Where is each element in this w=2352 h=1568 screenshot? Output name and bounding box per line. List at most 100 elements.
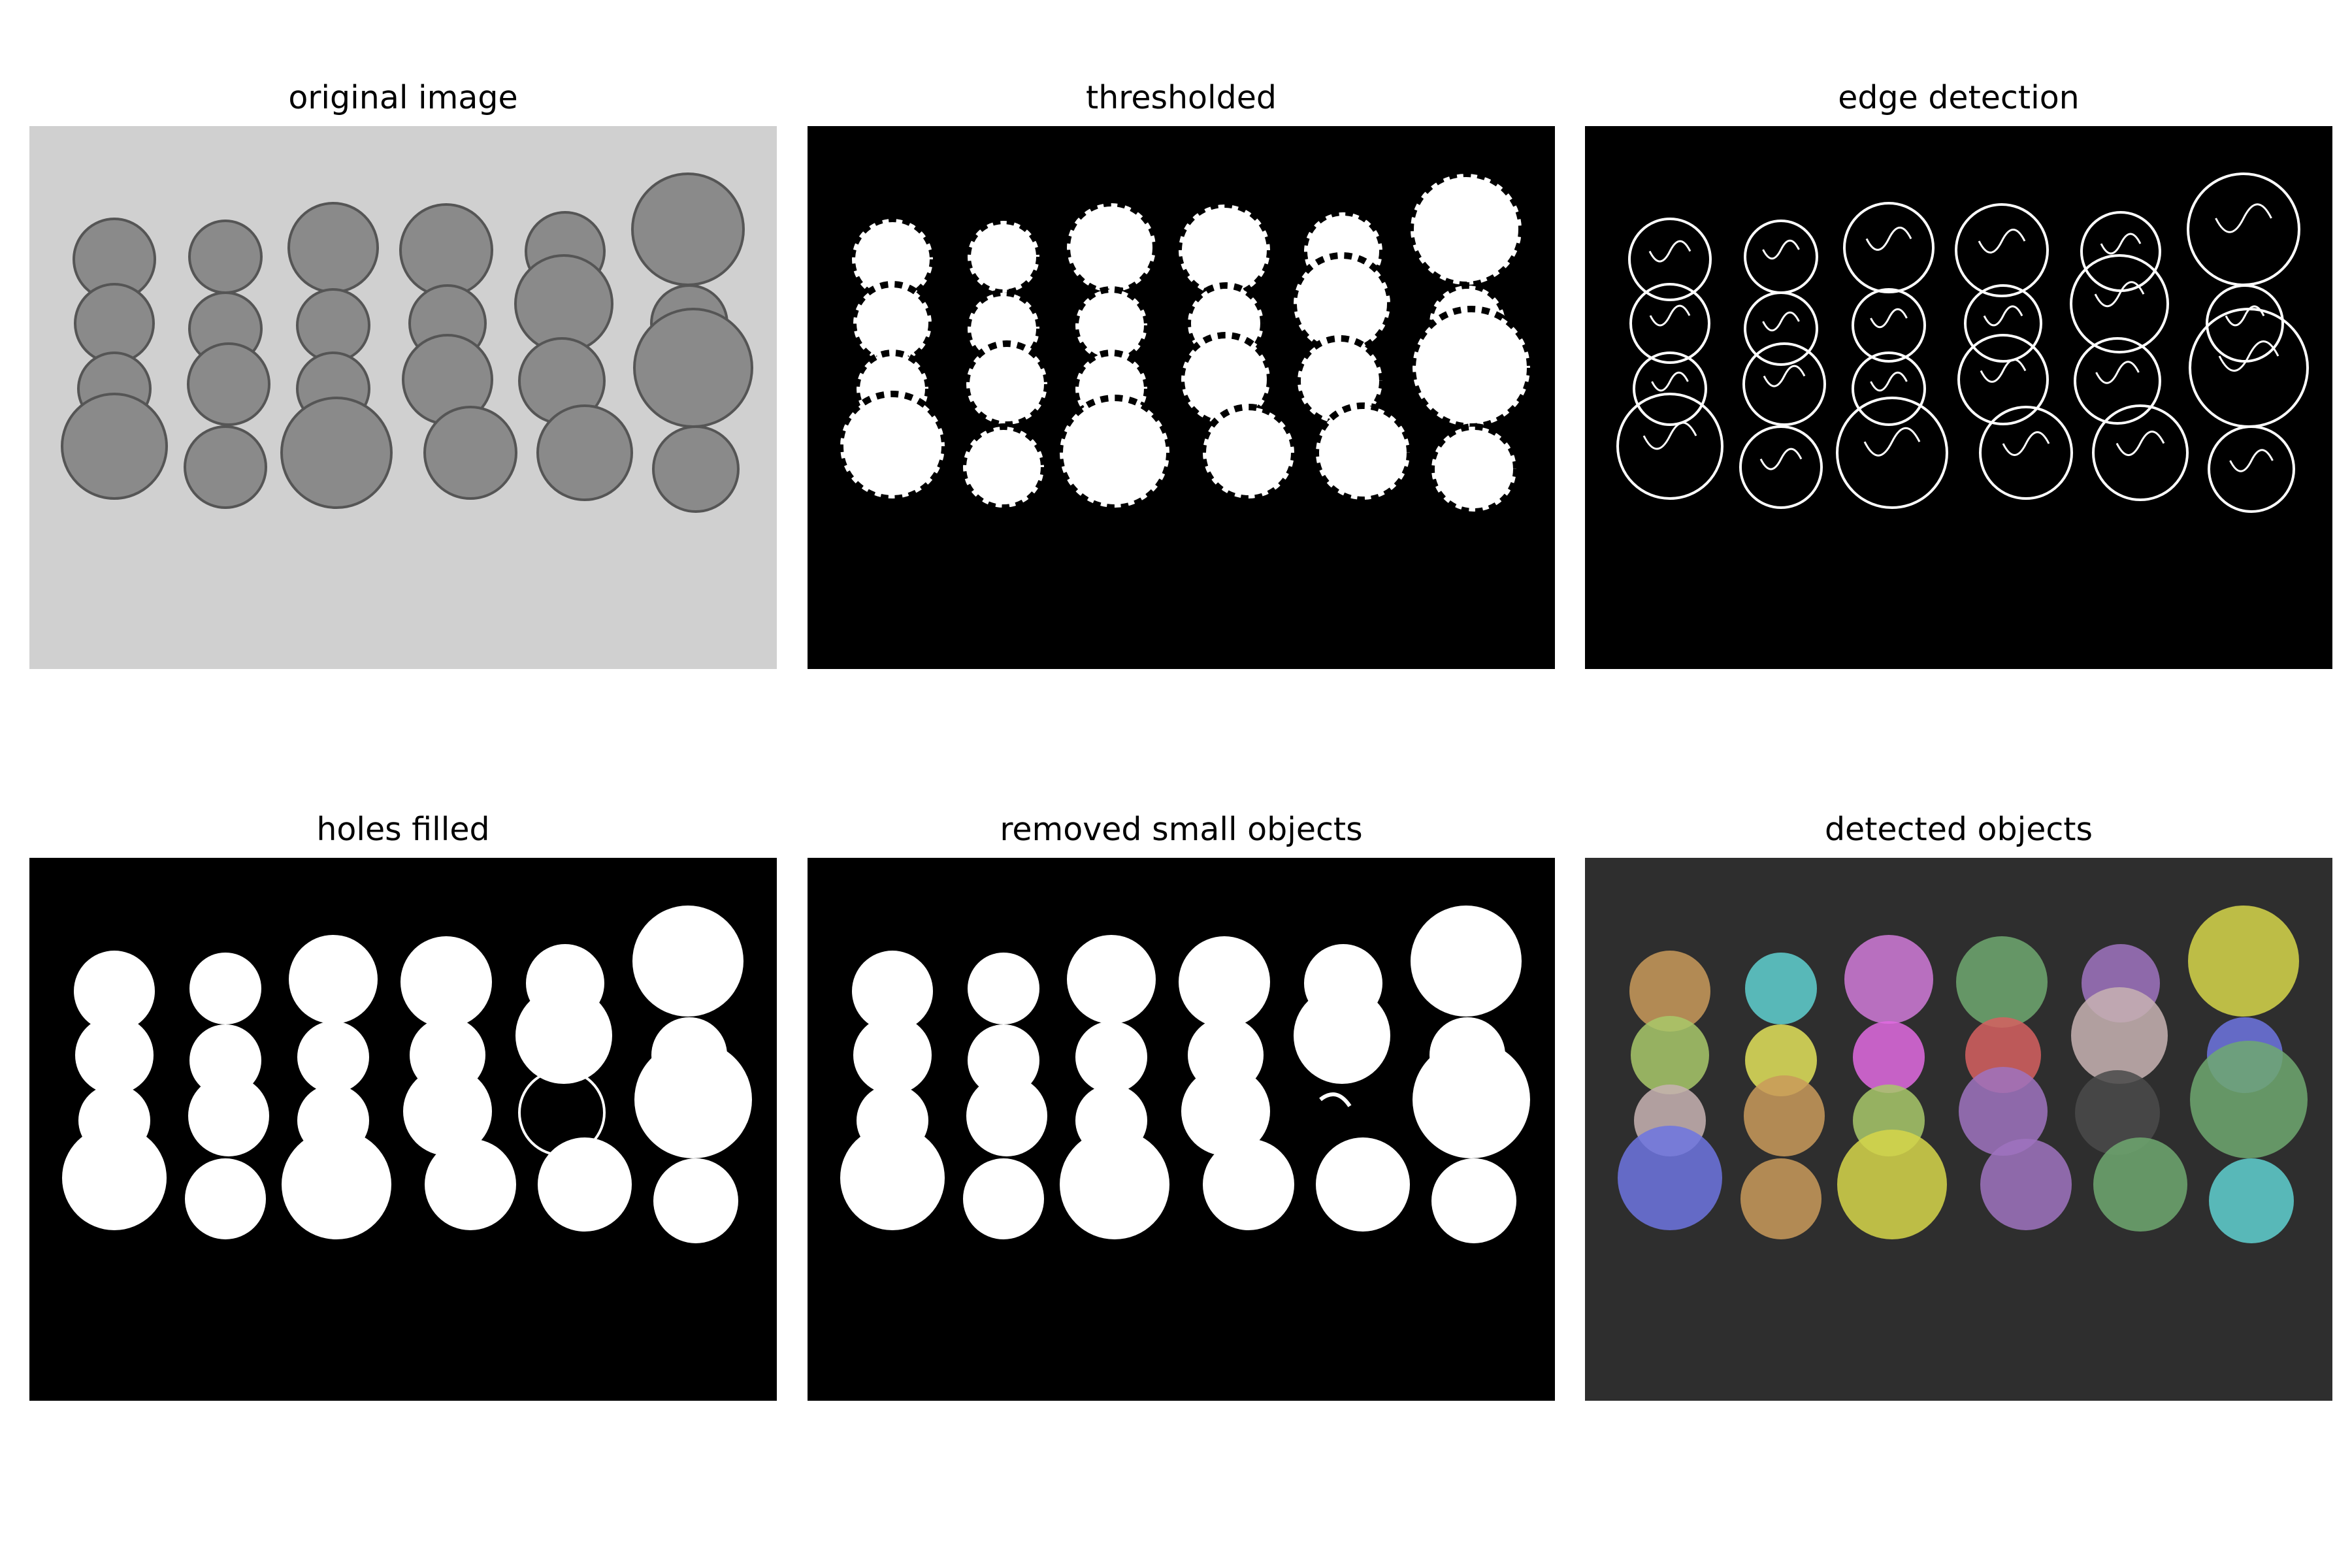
original-image-plot [29, 126, 777, 669]
cleaned-coin [1431, 1158, 1516, 1243]
cleaned-coin [963, 1158, 1044, 1239]
cleaned-coin [1316, 1137, 1410, 1232]
filled-coin [289, 935, 378, 1024]
edge-detail [2115, 431, 2165, 456]
cleaned-coin [1181, 1067, 1270, 1156]
cleaned-coin [1075, 1021, 1147, 1093]
edge-detail [1978, 229, 2026, 253]
removed-small-objects-plot [808, 858, 1555, 1401]
thresholded-coin [1200, 404, 1298, 502]
edge-coin [1836, 397, 1948, 509]
thresholded-coins [837, 171, 1533, 515]
detected-objects-plot [1585, 858, 2332, 1401]
filled-coin [62, 1126, 167, 1230]
filled-coin [400, 936, 492, 1028]
thresholded-coin [850, 281, 935, 366]
edge-detail [1649, 304, 1691, 327]
edge-coin [1964, 284, 2042, 363]
filled-coin [188, 1075, 269, 1156]
filled-coin [297, 1021, 369, 1093]
edge-detail [2225, 305, 2265, 327]
edge-detail [1983, 305, 2023, 327]
panel-title: removed small objects [1000, 811, 1363, 848]
thresholded-coin [1175, 201, 1273, 299]
original-coin [399, 203, 493, 297]
filled-coin [538, 1137, 632, 1232]
filled-coin [185, 1158, 266, 1239]
edge-detail [1648, 240, 1691, 263]
edge-detail [1865, 226, 1912, 251]
edge-coin [1742, 342, 1826, 426]
thresholded-coin [837, 391, 948, 502]
original-coins [61, 172, 753, 513]
panel-holes-filled: holes filled [29, 813, 777, 1401]
detected-object [1618, 1126, 1722, 1230]
panel-thresholded: thresholded [808, 82, 1555, 669]
filled-coin [634, 1041, 752, 1158]
edge-detail [1763, 365, 1806, 387]
thresholded-coin [960, 423, 1047, 511]
edge-coin [2208, 425, 2295, 513]
edge-coin [2092, 404, 2189, 501]
panel-original-image: original image [29, 82, 777, 669]
filled-coin [74, 951, 155, 1032]
detected-object [1959, 1067, 2048, 1156]
edge-detail [1863, 427, 1921, 457]
thresholded-coin [1407, 171, 1525, 288]
detected-object [1744, 1075, 1825, 1156]
thresholded-coin [1428, 423, 1520, 515]
thresholded-coin [1409, 306, 1533, 430]
holes-filled-plot [29, 858, 777, 1401]
original-coin [631, 172, 745, 286]
original-coin [188, 220, 263, 294]
cleaned-coin [1060, 1130, 1169, 1239]
detected-object [1853, 1021, 1925, 1093]
cleaned-coin [1179, 936, 1270, 1028]
detected-coins [1618, 906, 2308, 1243]
detected-object [2188, 906, 2299, 1017]
detected-object [2093, 1137, 2187, 1232]
detected-object [1844, 935, 1933, 1024]
edge-detail [2095, 361, 2140, 384]
edge-coin [2070, 254, 2169, 353]
detected-object [1956, 936, 2048, 1028]
detected-object [2071, 987, 2168, 1084]
cleaned-coin [966, 1075, 1047, 1156]
filled-coin [515, 987, 612, 1084]
original-coin [287, 202, 379, 293]
thresholded-coin [1294, 335, 1386, 427]
edge-detail [2100, 233, 2142, 255]
panel-edge-detection: edge detection [1585, 82, 2332, 669]
edge-coin [1852, 351, 1926, 426]
edge-coin [1629, 283, 1710, 364]
edge-detail [1651, 371, 1689, 392]
cleaned-coin [1411, 906, 1522, 1017]
panel-title: original image [288, 79, 518, 116]
cleaned-coin [1203, 1139, 1294, 1230]
edge-coin [2074, 337, 2161, 425]
edge-coin [1616, 393, 1723, 500]
original-coin [633, 308, 753, 428]
edge-detection-plot [1585, 126, 2332, 669]
panel-title: holes filled [316, 811, 490, 848]
edge-detail [2218, 340, 2279, 372]
edge-coin [1633, 351, 1707, 426]
thresholded-coin [964, 218, 1043, 296]
detected-object [1740, 1158, 1821, 1239]
original-coin [652, 425, 740, 513]
edge-detail [2002, 431, 2050, 456]
edge-coins [1616, 172, 2309, 513]
cleaned-coin [1413, 1041, 1530, 1158]
cleaned-coin [853, 1016, 932, 1094]
edge-detail [1762, 239, 1800, 260]
detected-object [1629, 951, 1710, 1032]
edge-detail [1762, 311, 1800, 332]
original-coin [74, 283, 155, 364]
thresholded-coin [1313, 402, 1413, 503]
panel-detected-objects: detected objects [1585, 813, 2332, 1401]
filled-coin [653, 1158, 738, 1243]
edge-detail [1870, 371, 1908, 392]
edge-coin [1843, 202, 1935, 293]
original-coin [61, 393, 168, 500]
detected-object [2209, 1158, 2294, 1243]
